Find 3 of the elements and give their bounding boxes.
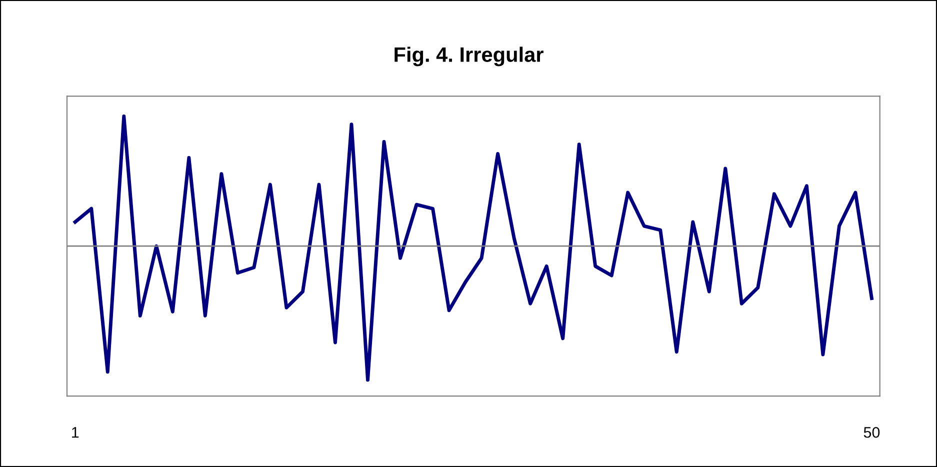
x-tick-label: 1	[72, 427, 79, 438]
chart-title: Fig. 4. Irregular	[394, 46, 544, 66]
x-tick-label: 50	[864, 426, 880, 438]
